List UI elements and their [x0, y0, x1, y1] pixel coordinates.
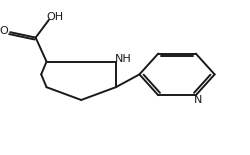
Text: NH: NH [115, 54, 132, 64]
Text: O: O [0, 26, 8, 36]
Text: OH: OH [46, 12, 63, 22]
Text: N: N [193, 95, 202, 105]
